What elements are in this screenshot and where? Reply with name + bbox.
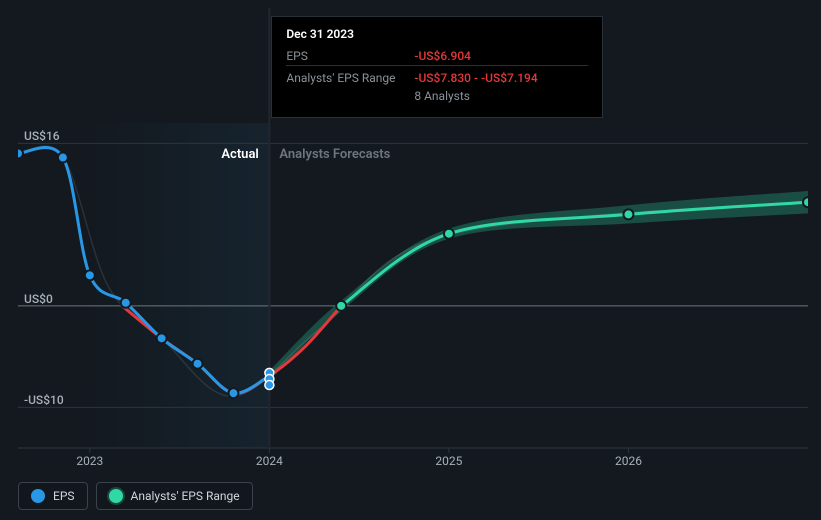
chart-tooltip: Dec 31 2023 EPS-US$6.904Analysts' EPS Ra… — [271, 16, 603, 118]
tooltip-key: Analysts' EPS Range — [286, 66, 414, 88]
chart-legend: EPS Analysts' EPS Range — [18, 482, 253, 510]
legend-item[interactable]: Analysts' EPS Range — [96, 482, 253, 510]
tooltip-value: -US$6.904 — [414, 47, 588, 66]
tooltip-key: EPS — [286, 47, 414, 66]
tooltip-key — [286, 87, 414, 105]
region-label-actual: Actual — [221, 147, 258, 162]
y-tick-label: -US$10 — [24, 393, 64, 407]
x-tick-label: 2026 — [615, 454, 642, 468]
tooltip-value: -US$7.830 - -US$7.194 — [414, 66, 588, 88]
legend-label: Analysts' EPS Range — [131, 489, 240, 503]
chart-container: US$16US$0-US$10 2023202420252026 Actual … — [18, 8, 808, 512]
legend-swatch-icon — [31, 489, 45, 503]
region-label-forecast: Analysts Forecasts — [279, 147, 390, 162]
legend-item[interactable]: EPS — [18, 482, 88, 510]
tooltip-value: 8 Analysts — [414, 87, 588, 105]
legend-label: EPS — [53, 489, 75, 503]
legend-swatch-icon — [109, 489, 123, 503]
y-tick-label: US$0 — [24, 292, 53, 306]
x-tick-label: 2023 — [76, 454, 103, 468]
tooltip-date: Dec 31 2023 — [286, 27, 588, 41]
x-tick-label: 2024 — [256, 454, 283, 468]
x-tick-label: 2025 — [435, 454, 462, 468]
y-tick-label: US$16 — [24, 129, 60, 143]
